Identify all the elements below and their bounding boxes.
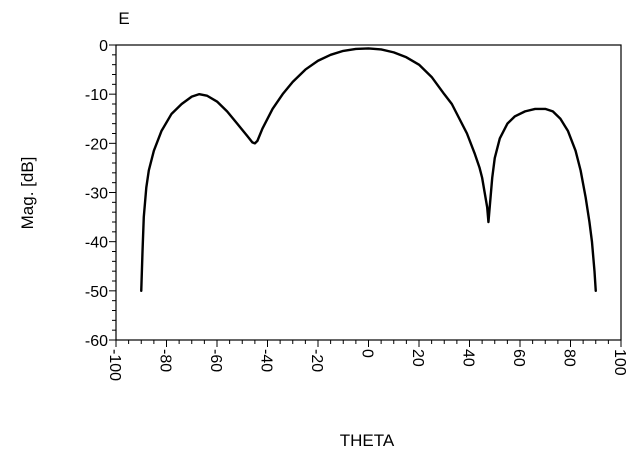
x-tick-label: -60 xyxy=(207,349,224,372)
y-tick-label: -20 xyxy=(85,136,108,153)
y-axis: 0 -10 -20 -30 -40 -50 -60 xyxy=(85,38,116,350)
series-layer xyxy=(140,47,597,293)
y-tick-label: 0 xyxy=(99,38,108,55)
x-axis-label: THETA xyxy=(340,431,395,450)
chart-title: E xyxy=(118,9,129,28)
plot-frame xyxy=(115,44,622,341)
x-tick-label: -100 xyxy=(106,349,123,381)
x-tick-label: 100 xyxy=(611,349,628,376)
x-axis: -100 -80 -60 -40 -20 0 20 40 60 80 100 xyxy=(106,340,628,381)
y-tick-label: -30 xyxy=(85,186,108,203)
x-tick-label: 40 xyxy=(460,349,477,367)
y-tick-label: -60 xyxy=(85,333,108,350)
x-tick-label: -80 xyxy=(157,349,174,372)
y-tick-label: -40 xyxy=(85,235,108,252)
y-tick-label: -10 xyxy=(85,87,108,104)
y-tick-label: -50 xyxy=(85,284,108,301)
x-tick-label: 60 xyxy=(510,349,527,367)
x-tick-label: 20 xyxy=(409,349,426,367)
series-line-0 xyxy=(140,47,597,293)
x-tick-label: -40 xyxy=(258,349,275,372)
x-tick-label: -20 xyxy=(308,349,325,372)
y-axis-label: Mag. [dB] xyxy=(18,157,37,230)
x-tick-label: 80 xyxy=(561,349,578,367)
x-tick-label: 0 xyxy=(359,349,376,358)
